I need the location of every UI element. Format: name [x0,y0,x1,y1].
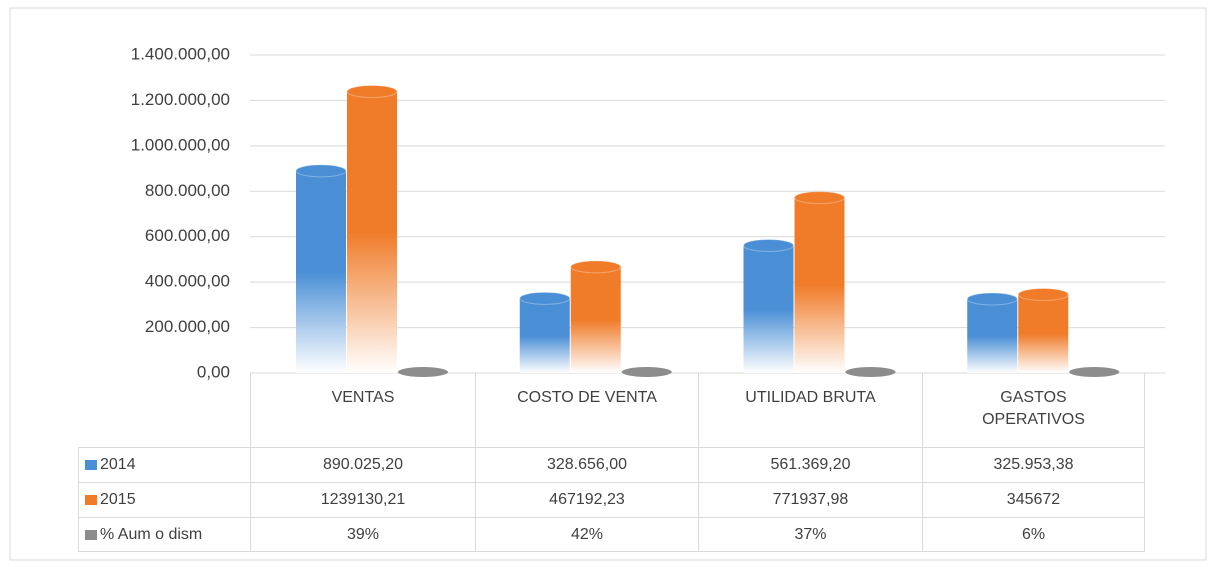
y-tick-label: 1.200.000,00 [131,90,230,109]
data-table-value: 325.953,38 [922,447,1145,482]
y-tick-label: 600.000,00 [145,226,230,245]
data-table-value-text: 561.369,20 [770,456,851,473]
bar [296,170,346,373]
data-table-value: 1239130,21 [250,482,475,517]
bar-top [743,238,794,252]
x-tick-label-text: UTILIDAD BRUTA [745,389,876,406]
data-table-value: 771937,98 [698,482,922,517]
legend-label: 2015 [100,491,136,508]
y-tick-label: 400.000,00 [145,272,230,291]
bar-disc [398,366,448,377]
bar [743,245,794,373]
data-table-value: 561.369,20 [698,447,922,482]
x-tick-label: GASTOS OPERATIVOS [922,373,1145,447]
legend-entry: % Aum o dism [78,517,250,552]
bar-top [1017,287,1069,301]
bar-top [794,191,845,205]
bar-disc [1069,366,1120,377]
legend-entry: 2014 [78,447,250,482]
bar-top [295,164,347,178]
legend-swatch [85,495,97,505]
legend-label: % Aum o dism [100,525,203,543]
y-tick-label: 1.000.000,00 [131,135,230,154]
data-table-value: 328.656,00 [475,447,698,482]
bar [1018,294,1069,373]
data-table-value-text: 328.656,00 [546,456,628,473]
data-table-value-text: 1239130,21 [320,491,406,508]
data-table-value-text: 890.025,20 [322,456,404,473]
legend-entry: 2015 [78,482,250,517]
bar-disc [621,366,672,377]
data-table-value: 37% [698,517,922,552]
x-tick-label: COSTO DE VENTA [475,373,698,447]
bar-disc [845,366,896,377]
bar [794,197,845,373]
bar [967,298,1018,373]
legend-label: 2014 [100,456,136,473]
bar [347,91,397,374]
data-table-value: 467192,23 [475,482,698,517]
data-table-value-text: 37% [794,525,827,543]
data-table-value: 42% [475,517,698,552]
y-tick-label: 800.000,00 [145,181,230,200]
y-tick-label: 0,00 [197,362,230,381]
bar-top [966,292,1018,306]
bar-top [570,260,622,274]
data-table-value-text: 6% [1021,525,1046,543]
data-table-value: 6% [922,517,1145,552]
legend-swatch [85,529,97,540]
data-table-value-text: 467192,23 [549,491,625,508]
bar [519,298,570,373]
x-tick-label-text: GASTOS OPERATIVOS [982,389,1085,428]
data-table-value-text: 42% [570,525,604,543]
bar-top [346,85,398,99]
bar [570,266,621,373]
x-tick-label-text: COSTO DE VENTA [517,389,657,406]
x-tick-label: VENTAS [250,373,475,447]
data-table-value-text: 39% [346,525,380,543]
data-table-value-text: 325.953,38 [993,456,1074,473]
data-table-value: 345672 [922,482,1145,517]
y-tick-label: 1.400.000,00 [131,44,230,63]
legend-swatch [85,460,97,470]
data-table-value-text: 771937,98 [772,491,849,508]
data-table-value-text: 345672 [1006,491,1061,508]
x-tick-label-text: VENTAS [331,389,395,406]
data-table-value: 39% [250,517,475,552]
data-table-value: 890.025,20 [250,447,475,482]
y-tick-label: 200.000,00 [145,317,230,336]
x-tick-label: UTILIDAD BRUTA [698,373,922,447]
chart-border [9,7,1207,561]
bar-top [519,291,571,305]
